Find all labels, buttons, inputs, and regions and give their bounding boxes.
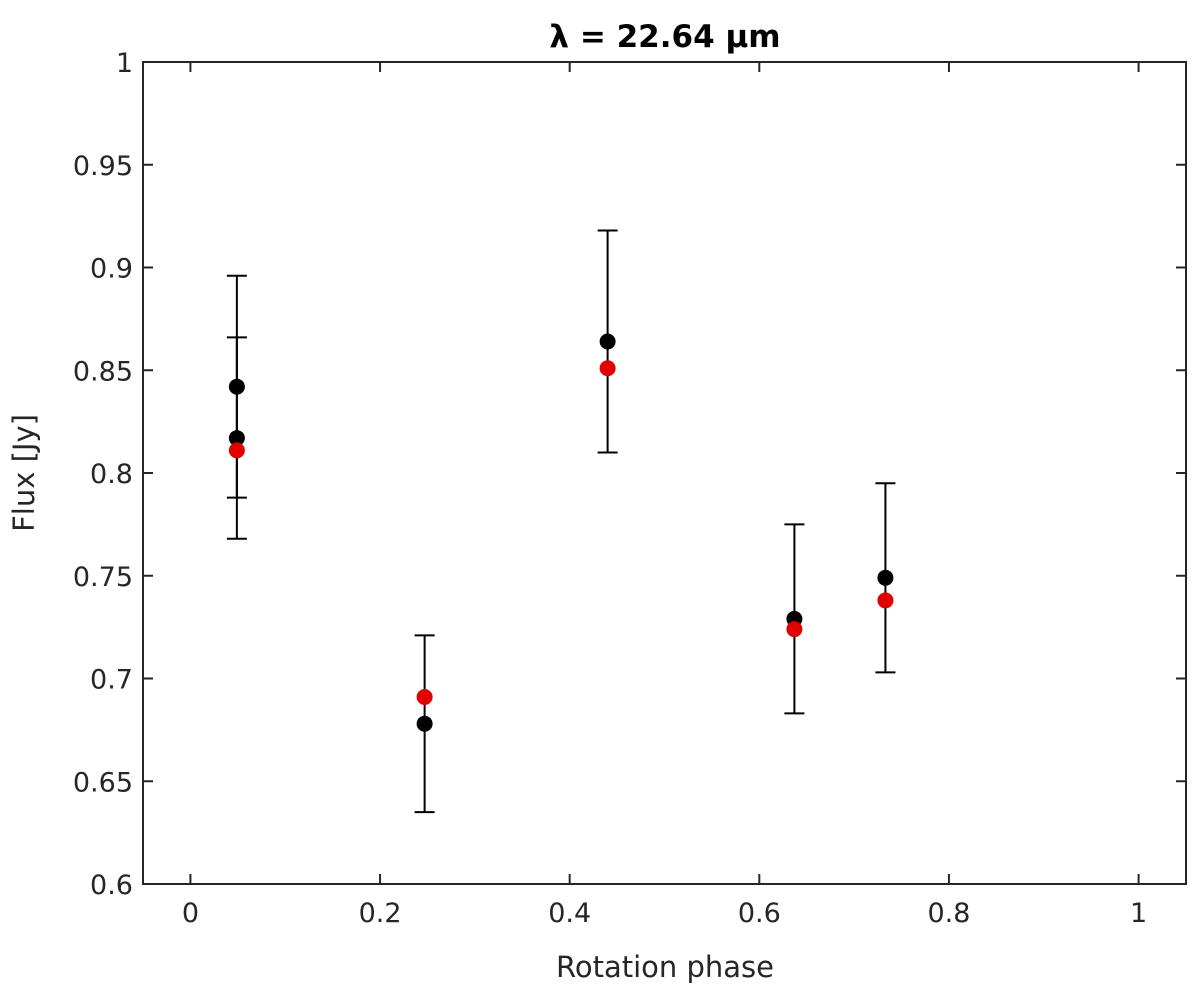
y-tick-label: 0.8	[90, 459, 133, 490]
chart-title: λ = 22.64 μm	[549, 19, 780, 55]
y-axis-label: Flux [Jy]	[7, 414, 41, 532]
data-point-black	[228, 430, 245, 447]
x-tick-label: 0.6	[738, 898, 781, 929]
y-tick-label: 0.85	[73, 356, 133, 387]
y-tick-label: 0.75	[73, 562, 133, 593]
y-tick-label: 0.7	[90, 665, 133, 696]
point-layer	[228, 333, 894, 732]
y-tick-label: 0.9	[90, 254, 133, 285]
y-tick-label: 0.95	[73, 151, 133, 182]
x-tick-label: 1	[1130, 898, 1147, 929]
data-point-black	[877, 569, 894, 586]
data-point-red	[877, 592, 894, 609]
data-point-red	[228, 442, 245, 459]
x-tick-label: 0	[182, 898, 199, 929]
data-point-black	[416, 715, 433, 732]
x-tick-label: 0.2	[359, 898, 402, 929]
axes-box	[142, 61, 1187, 885]
y-tick-label: 0.65	[73, 767, 133, 798]
x-tick-label: 0.8	[927, 898, 970, 929]
y-tick-label: 1	[116, 48, 133, 79]
x-tick-label: 0.4	[548, 898, 591, 929]
tick-layer: 0 0.2 0.4 0.6 0.8 1 0.6 0.65 0.7 0.75 0.8 0.85 0.9 0.…	[73, 48, 1186, 929]
data-point-red	[599, 360, 616, 377]
data-point-red	[786, 621, 803, 638]
data-point-black	[228, 378, 245, 395]
x-axis-label: Rotation phase	[556, 950, 774, 984]
data-point-black	[599, 333, 616, 350]
y-tick-label: 0.6	[90, 870, 133, 901]
data-point-red	[416, 688, 433, 705]
